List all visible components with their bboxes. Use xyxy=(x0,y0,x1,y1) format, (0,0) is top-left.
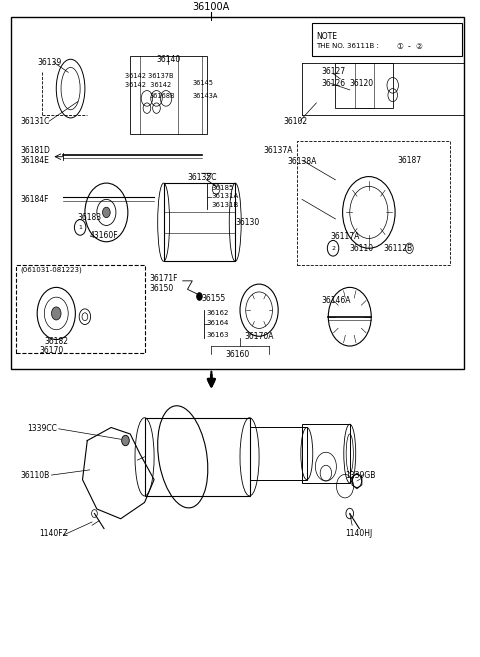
Bar xyxy=(130,56,206,134)
Text: 36155: 36155 xyxy=(202,294,226,303)
Text: 36142 36137B: 36142 36137B xyxy=(125,72,174,79)
Text: 36163: 36163 xyxy=(206,332,229,338)
Text: 43160F: 43160F xyxy=(90,231,118,240)
Text: 36135C: 36135C xyxy=(188,173,217,183)
Text: 36187: 36187 xyxy=(397,156,421,165)
Text: 36100A: 36100A xyxy=(193,2,230,12)
Bar xyxy=(336,62,393,108)
Bar xyxy=(144,418,250,496)
Bar xyxy=(355,62,373,108)
Text: 36126: 36126 xyxy=(321,79,345,88)
Text: 1: 1 xyxy=(78,225,82,230)
Text: 36171F: 36171F xyxy=(149,275,178,283)
Text: 36146A: 36146A xyxy=(321,296,350,305)
Text: 36184E: 36184E xyxy=(21,156,49,165)
Text: 1339GB: 1339GB xyxy=(345,470,375,480)
Circle shape xyxy=(51,307,61,320)
Text: 36170: 36170 xyxy=(39,346,64,355)
Bar xyxy=(302,424,350,483)
Text: ②: ② xyxy=(416,42,422,51)
Text: (061031-081223): (061031-081223) xyxy=(21,267,82,273)
Text: 36170A: 36170A xyxy=(245,332,274,341)
Text: 36127: 36127 xyxy=(321,67,345,76)
Text: NOTE: NOTE xyxy=(316,32,337,41)
Text: 36102: 36102 xyxy=(283,117,307,125)
Bar xyxy=(250,428,307,480)
Text: 36183: 36183 xyxy=(78,213,102,222)
Text: 36138A: 36138A xyxy=(288,157,317,166)
Text: THE NO. 36111B :: THE NO. 36111B : xyxy=(316,43,382,49)
Text: 36145: 36145 xyxy=(192,80,213,86)
Text: 36112B: 36112B xyxy=(383,244,412,253)
Text: -: - xyxy=(408,42,411,51)
Bar xyxy=(312,24,462,56)
Text: 36139: 36139 xyxy=(37,58,61,67)
Text: 36184F: 36184F xyxy=(21,195,49,204)
Text: 36140: 36140 xyxy=(156,55,180,64)
Circle shape xyxy=(121,436,129,445)
Text: 36117A: 36117A xyxy=(331,232,360,241)
Bar xyxy=(11,17,464,369)
Text: 2: 2 xyxy=(331,246,335,251)
Text: 36137A: 36137A xyxy=(264,146,293,155)
Text: 36181D: 36181D xyxy=(21,146,50,155)
Text: 36162: 36162 xyxy=(206,311,229,317)
Text: 36130: 36130 xyxy=(235,217,260,227)
Text: 1339CC: 1339CC xyxy=(28,424,58,434)
Text: 36120: 36120 xyxy=(350,79,374,88)
Text: 36143A: 36143A xyxy=(192,93,217,99)
Text: 36185: 36185 xyxy=(211,185,234,191)
Text: 36131A: 36131A xyxy=(211,193,239,199)
Text: 36110: 36110 xyxy=(350,244,374,253)
Text: 36160: 36160 xyxy=(226,350,250,359)
Text: 36182: 36182 xyxy=(44,337,68,346)
Text: ①: ① xyxy=(396,42,403,51)
Circle shape xyxy=(197,292,202,300)
Circle shape xyxy=(103,207,110,217)
Text: 1140HJ: 1140HJ xyxy=(345,529,372,537)
Text: 36142  36142: 36142 36142 xyxy=(125,82,172,88)
Text: 36150: 36150 xyxy=(149,284,174,293)
Text: 36110B: 36110B xyxy=(21,470,50,480)
Text: 36131B: 36131B xyxy=(211,202,239,208)
Text: 36164: 36164 xyxy=(206,319,229,326)
Text: 1140FZ: 1140FZ xyxy=(39,529,69,537)
Text: 36168B: 36168B xyxy=(149,93,175,99)
Bar xyxy=(297,141,450,265)
Bar xyxy=(164,183,235,261)
Text: 36131C: 36131C xyxy=(21,117,50,125)
Bar xyxy=(16,265,144,353)
